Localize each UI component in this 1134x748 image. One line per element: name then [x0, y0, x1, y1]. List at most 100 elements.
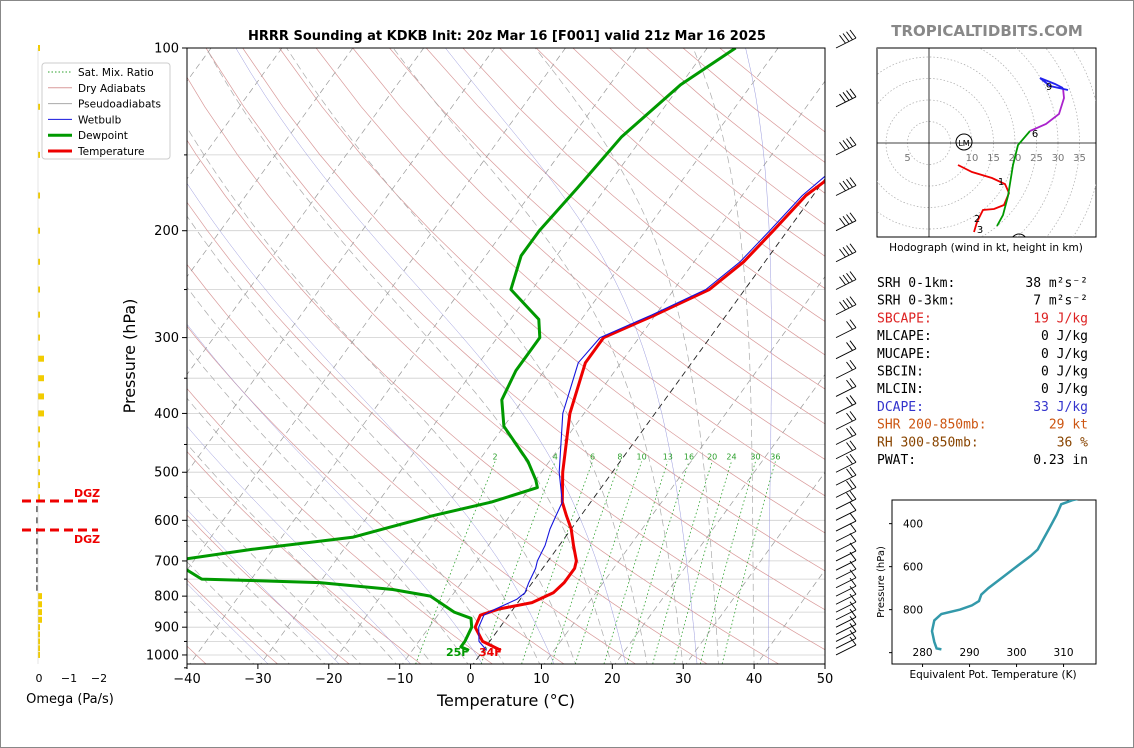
index-value: 0 J/kg [1041, 329, 1088, 344]
theta-e-line [930, 500, 1079, 651]
y-tick-label: 800 [154, 590, 179, 605]
wind-barb [835, 601, 857, 621]
pseudoadiabats [187, 48, 755, 664]
omega-bar [38, 631, 40, 638]
omega-bar [38, 645, 40, 652]
isobar-gridlines [187, 48, 825, 656]
wetbulb-reference [187, 182, 555, 664]
wind-barb [835, 608, 857, 628]
skewt-plot: −40 −30 −20 −10 0 10 20 30 40 50 100 200 300 400 500 6… [120, 42, 833, 711]
skewed-isotherms [187, 48, 825, 664]
wind-barb [835, 243, 857, 263]
x-tick-label: 10 [533, 672, 550, 687]
hodograph-ring-label: 5 [904, 153, 910, 164]
omega-bar [38, 651, 40, 658]
wetbulb-reference [187, 583, 269, 664]
wind-barb [835, 616, 857, 635]
omega-bar [36, 506, 38, 513]
mixing-ratio-label: 4 [553, 452, 558, 461]
mixing-ratio-labels: 2 4 6 8 10 13 16 20 24 30 36 [493, 452, 781, 461]
wind-barb [835, 395, 857, 414]
mixing-ratio-label: 2 [493, 452, 498, 461]
wind-barb [835, 523, 857, 542]
mixing-ratio-line [415, 461, 496, 664]
x-tick-label: −40 [173, 672, 200, 687]
dry-adiabat [187, 325, 565, 664]
wind-barb [835, 271, 857, 290]
pseudoadiabat [187, 561, 290, 664]
y-tick-label: 200 [154, 224, 179, 239]
theta-e-x-tick-label: 300 [1007, 647, 1027, 659]
wind-barb [835, 585, 857, 605]
index-label: SBCAPE: [877, 311, 932, 326]
surface-dewpoint-label: 25F [446, 646, 469, 659]
index-label: SHR 200-850mb: [877, 418, 987, 433]
dry-adiabat [187, 76, 825, 651]
omega-bar [38, 638, 40, 645]
hodograph-ring-label: 15 [987, 153, 1000, 164]
wind-barb [835, 490, 857, 510]
dry-adiabat [205, 48, 825, 611]
hodograph-height-label: 2 [974, 214, 980, 225]
wetbulb-reference [745, 48, 772, 664]
dry-adiabat [279, 48, 825, 534]
y-tick-label: 400 [154, 407, 179, 422]
sounding-profiles [187, 48, 825, 652]
mixing-ratio-line [673, 461, 732, 664]
isotherm--30 [260, 48, 708, 664]
y-tick-label: 100 [154, 42, 179, 57]
dewpoint-line [187, 48, 737, 652]
index-label: MLCIN: [877, 382, 924, 397]
omega-bar [38, 494, 40, 501]
theta-e-x-tick-label: 290 [960, 647, 980, 659]
omega-bar [38, 334, 40, 341]
wind-barb [835, 502, 857, 521]
y-axis-label: Pressure (hPa) [120, 299, 139, 414]
legend: Sat. Mix. Ratio Dry Adiabats Pseudoadiabat… [41, 62, 171, 160]
omega-tick-0: 0 [36, 672, 43, 685]
dry-adiabat [187, 579, 279, 664]
index-value: 29 kt [1049, 418, 1088, 433]
plot-border [186, 47, 826, 665]
wind-barb [835, 411, 857, 430]
wind-barb [835, 533, 857, 552]
x-tick-label: 40 [746, 672, 763, 687]
wind-barb [835, 177, 857, 196]
omega-bar [36, 584, 38, 591]
y-axis-ticks: 100 200 300 400 500 600 700 800 900 1000 [146, 42, 187, 669]
theta-e-xlabel: Equivalent Pot. Temperature (K) [909, 669, 1076, 681]
mixing-ratio-label: 6 [590, 452, 595, 461]
omega-bar [36, 538, 38, 545]
isotherm--10 [402, 80, 825, 664]
x-tick-label: 0 [466, 672, 474, 687]
dry-adiabat [187, 450, 422, 664]
mixing-ratio-label: 20 [707, 452, 717, 461]
dry-adiabat [187, 201, 708, 664]
wetbulb-line [478, 175, 825, 651]
wind-barb [835, 212, 857, 232]
wind-barb [835, 88, 857, 108]
theta-e-panel: 280 290 300 310 400 600 800 Equivalent Pot. Te… [876, 499, 1097, 681]
x-tick-label: −20 [315, 672, 342, 687]
omega-bar [38, 393, 44, 400]
lm-marker [955, 133, 973, 151]
mixing-ratio-line [551, 461, 621, 664]
hodograph-height-label: 9 [1046, 82, 1052, 93]
wind-barb [835, 426, 857, 445]
omega-bar [38, 441, 40, 448]
hodograph-ring-label: 10 [966, 153, 979, 164]
wind-barb [835, 440, 857, 460]
pseudoadiabat [187, 126, 576, 664]
omega-bar [38, 103, 40, 110]
dry-adiabat [187, 514, 350, 664]
mixing-ratio-label: 30 [750, 452, 760, 461]
legend-label: Sat. Mix. Ratio [78, 67, 154, 79]
isotherm--50 [187, 48, 566, 571]
dry-adiabat [462, 48, 825, 356]
pseudoadiabat [187, 215, 541, 664]
hodograph-height-label: 6 [1032, 129, 1038, 140]
mixing-ratio-line [626, 461, 690, 664]
omega-bar [38, 426, 40, 433]
omega-bar [38, 616, 42, 623]
